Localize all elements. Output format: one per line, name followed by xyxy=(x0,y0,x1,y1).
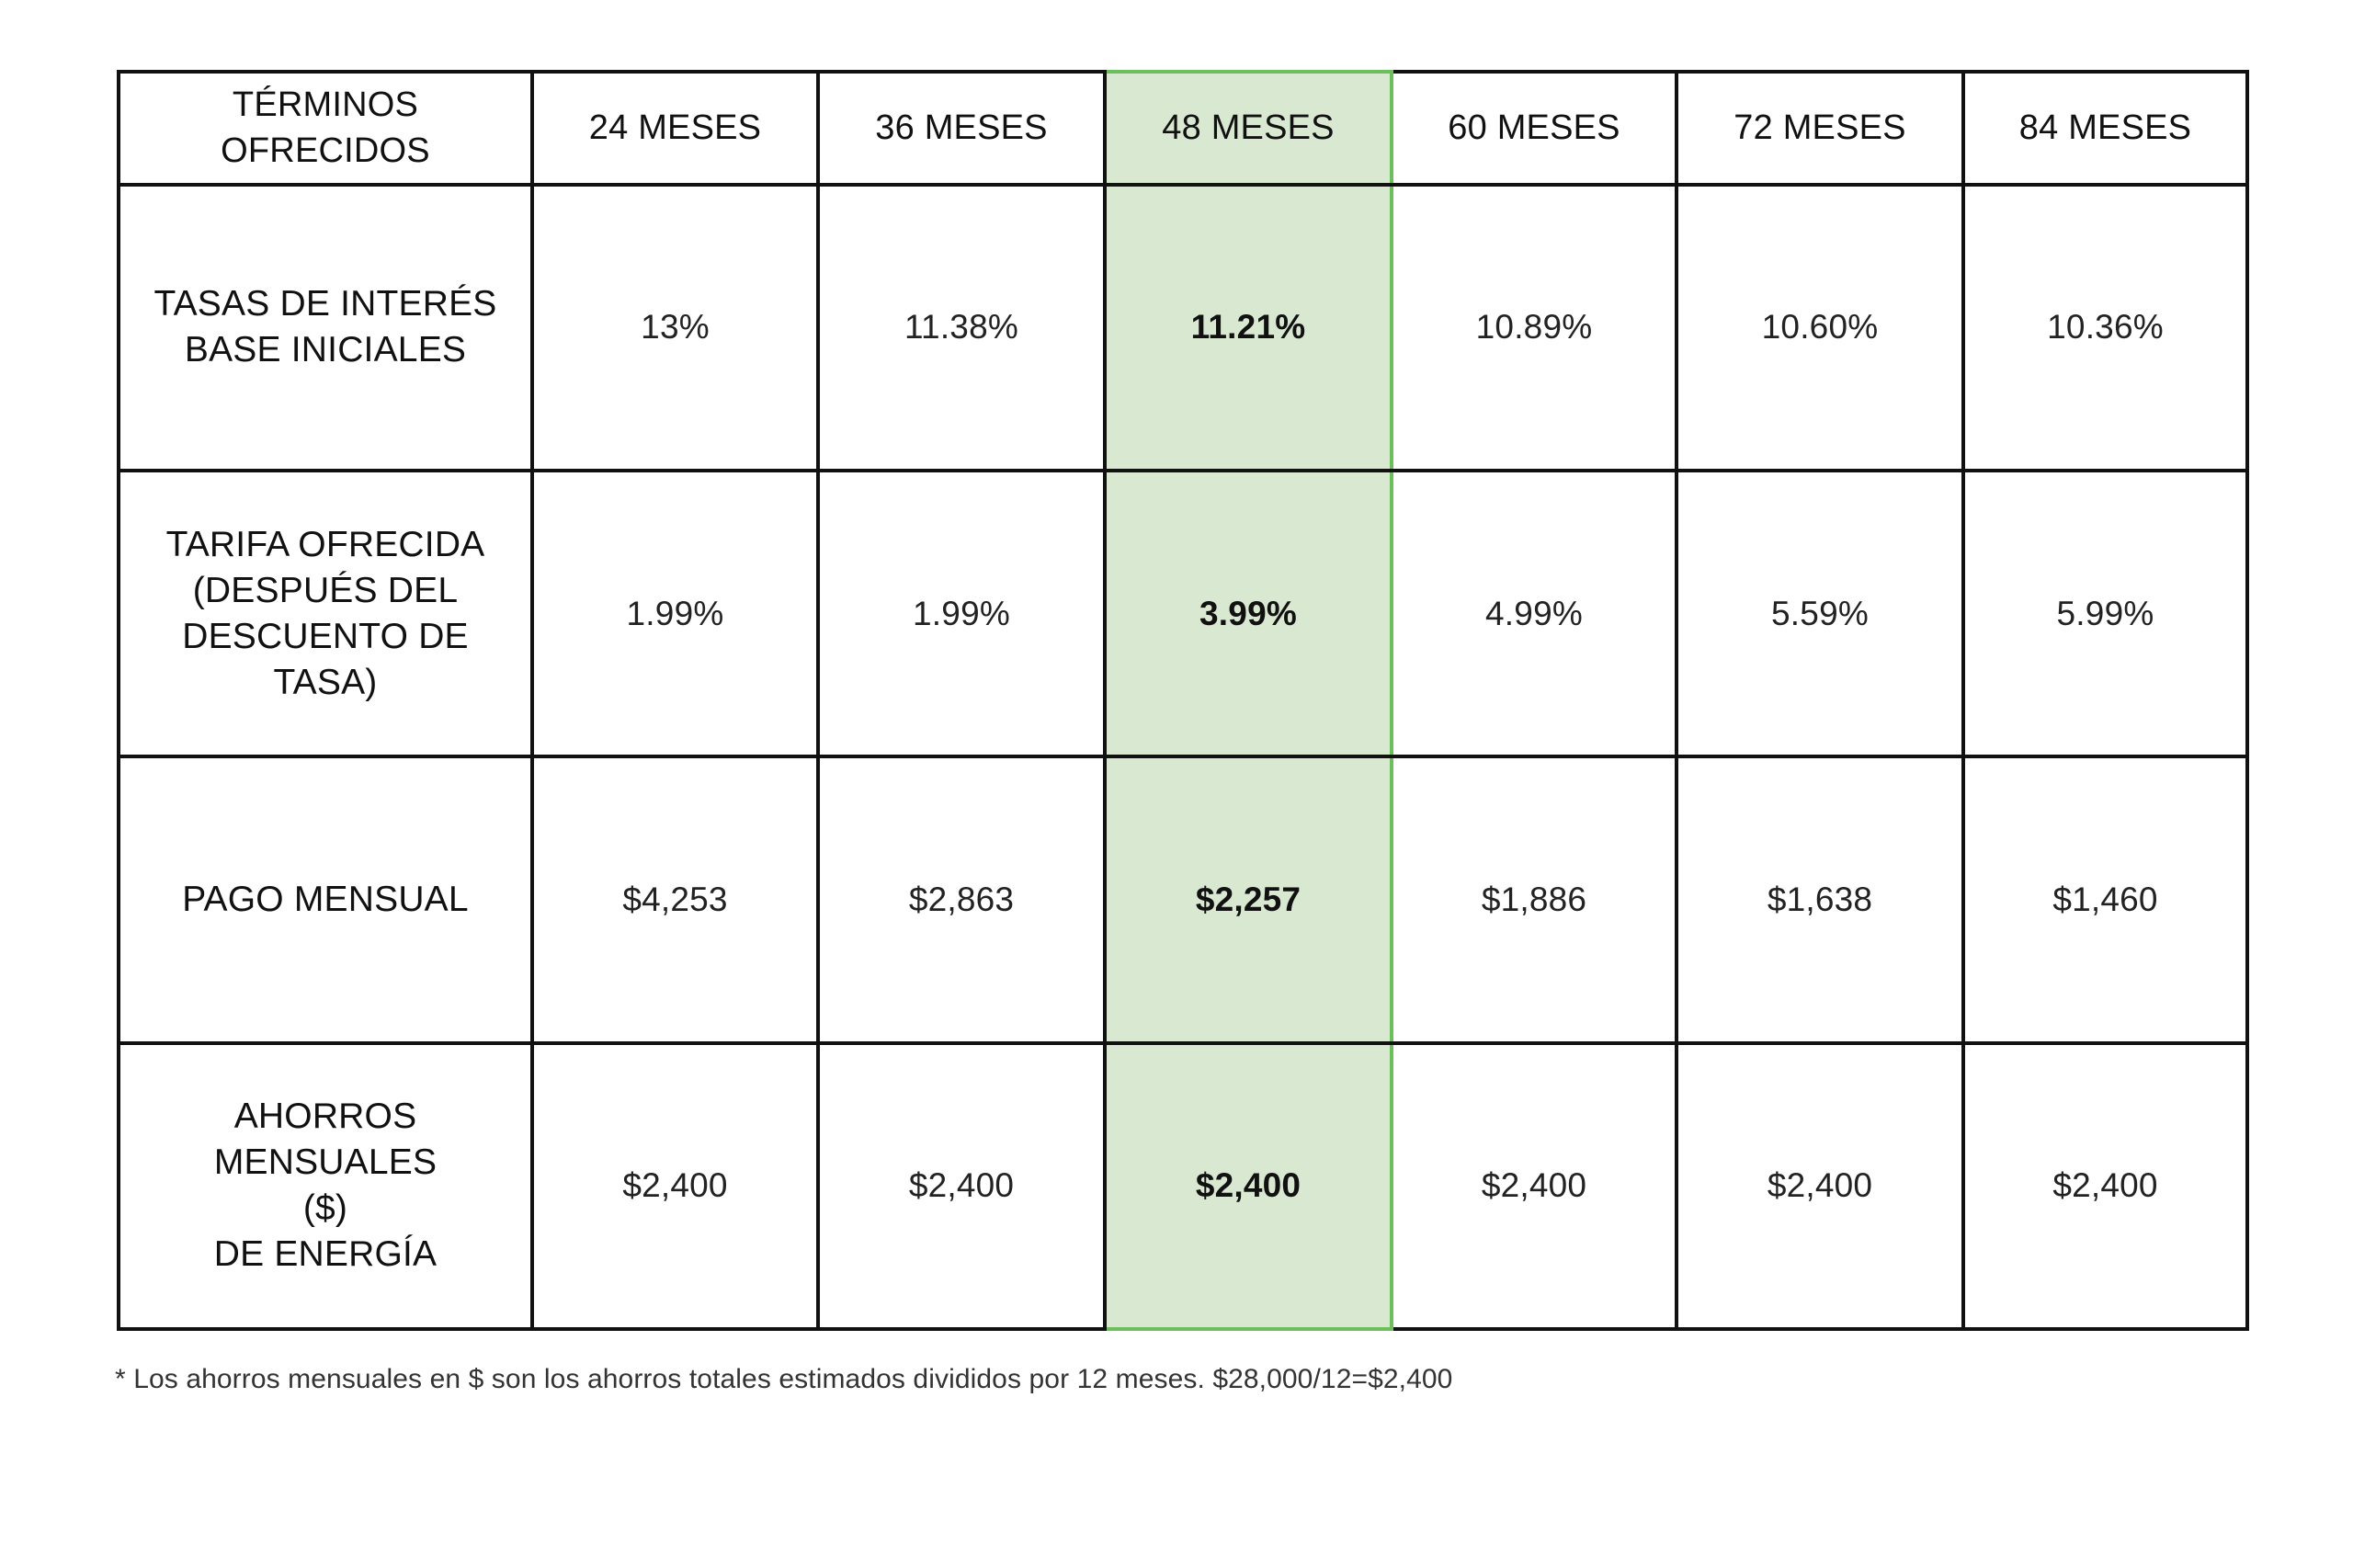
cell-value: $2,400 xyxy=(1675,1040,1965,1332)
row-base-interest-rates: TASAS DE INTERÉS BASE INICIALES 13% 11.3… xyxy=(117,182,2249,472)
cell-value: 10.60% xyxy=(1675,182,1965,472)
cell-value: 10.36% xyxy=(1961,182,2249,472)
cell-value: $1,460 xyxy=(1961,755,2249,1045)
cell-value: 1.99% xyxy=(530,468,820,759)
row-label-monthly-energy-savings: AHORROS MENSUALES ($) DE ENERGÍA xyxy=(117,1040,534,1332)
row-label-line: AHORROS MENSUALES xyxy=(213,1096,438,1183)
cell-value: 5.99% xyxy=(1961,468,2249,759)
financing-terms-table-container: TÉRMINOS OFRECIDOS 24 MESES 36 MESES 48 … xyxy=(117,70,2249,1332)
cell-value: $2,400 xyxy=(1961,1040,2249,1332)
footnote: * Los ahorros mensuales en $ son los aho… xyxy=(115,1364,1453,1394)
header-60-months: 60 MESES xyxy=(1390,70,1678,187)
cell-value: $2,400 xyxy=(530,1040,820,1332)
header-36-months: 36 MESES xyxy=(816,70,1107,187)
cell-value: $2,863 xyxy=(816,755,1107,1045)
cell-value: $1,886 xyxy=(1390,755,1678,1045)
cell-value: $2,400 xyxy=(1390,1040,1678,1332)
row-label-line: DE ENERGÍA xyxy=(213,1234,438,1275)
row-offered-rate: TARIFA OFRECIDA (DESPUÉS DEL DESCUENTO D… xyxy=(117,468,2249,759)
row-label-line: TASAS DE INTERÉS xyxy=(153,284,497,324)
cell-value: 11.38% xyxy=(816,182,1107,472)
header-terms-offered: TÉRMINOS OFRECIDOS xyxy=(117,70,534,187)
cell-value-highlighted: 3.99% xyxy=(1103,468,1393,759)
row-label-monthly-payment: PAGO MENSUAL xyxy=(117,755,534,1045)
row-label-line: PAGO MENSUAL xyxy=(182,879,469,919)
header-48-months-highlighted: 48 MESES xyxy=(1103,70,1393,187)
cell-value-highlighted: 11.21% xyxy=(1103,182,1393,472)
row-label-line: BASE INICIALES xyxy=(184,330,467,370)
cell-value-highlighted: $2,257 xyxy=(1103,755,1393,1045)
row-monthly-payment: PAGO MENSUAL $4,253 $2,863 $2,257 $1,886… xyxy=(117,755,2249,1045)
cell-value: $1,638 xyxy=(1675,755,1965,1045)
header-row: TÉRMINOS OFRECIDOS 24 MESES 36 MESES 48 … xyxy=(117,70,2249,187)
row-label-line: ($) xyxy=(302,1188,348,1229)
cell-value-highlighted: $2,400 xyxy=(1103,1040,1393,1332)
row-monthly-energy-savings: AHORROS MENSUALES ($) DE ENERGÍA $2,400 … xyxy=(117,1040,2249,1332)
cell-value: 10.89% xyxy=(1390,182,1678,472)
row-label-line: DESCUENTO DE TASA) xyxy=(182,616,469,702)
cell-value: $2,400 xyxy=(816,1040,1107,1332)
financing-terms-table: TÉRMINOS OFRECIDOS 24 MESES 36 MESES 48 … xyxy=(117,70,2249,1332)
row-label-line: (DESPUÉS DEL xyxy=(192,570,459,610)
cell-value: 5.59% xyxy=(1675,468,1965,759)
cell-value: 1.99% xyxy=(816,468,1107,759)
cell-value: 13% xyxy=(530,182,820,472)
row-label-offered-rate: TARIFA OFRECIDA (DESPUÉS DEL DESCUENTO D… xyxy=(117,468,534,759)
header-24-months: 24 MESES xyxy=(530,70,820,187)
cell-value: 4.99% xyxy=(1390,468,1678,759)
header-72-months: 72 MESES xyxy=(1675,70,1965,187)
row-label-base-interest-rates: TASAS DE INTERÉS BASE INICIALES xyxy=(117,182,534,472)
cell-value: $4,253 xyxy=(530,755,820,1045)
header-84-months: 84 MESES xyxy=(1961,70,2249,187)
row-label-line: TARIFA OFRECIDA xyxy=(165,524,485,564)
